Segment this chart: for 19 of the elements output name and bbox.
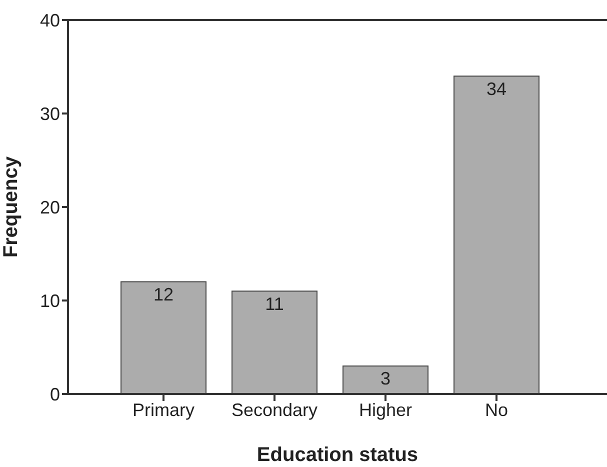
x-tick-label: Secondary	[231, 400, 318, 420]
bar	[342, 365, 428, 394]
y-tick-label: 0	[50, 384, 60, 404]
x-tick-label: No	[484, 400, 508, 420]
data-label: 12	[153, 284, 174, 305]
bar	[120, 281, 206, 394]
y-tick-label: 40	[40, 10, 60, 30]
x-tick-label: Higher	[358, 400, 412, 420]
bar	[232, 290, 318, 394]
data-label: 11	[265, 294, 284, 314]
data-label: 3	[380, 368, 391, 389]
bar	[454, 76, 540, 394]
x-tick-label: Primary	[132, 400, 194, 420]
y-tick-label: 20	[40, 197, 60, 218]
y-axis-title: Frequency	[0, 156, 22, 258]
data-label: 34	[486, 78, 507, 99]
x-axis-title: Education status	[256, 444, 418, 466]
y-tick-label: 30	[40, 104, 60, 124]
y-tick-label: 10	[40, 290, 60, 311]
